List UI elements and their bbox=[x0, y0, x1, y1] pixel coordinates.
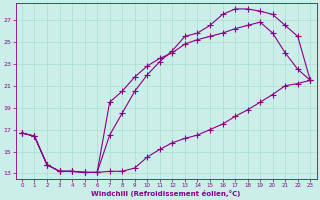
X-axis label: Windchill (Refroidissement éolien,°C): Windchill (Refroidissement éolien,°C) bbox=[92, 190, 241, 197]
